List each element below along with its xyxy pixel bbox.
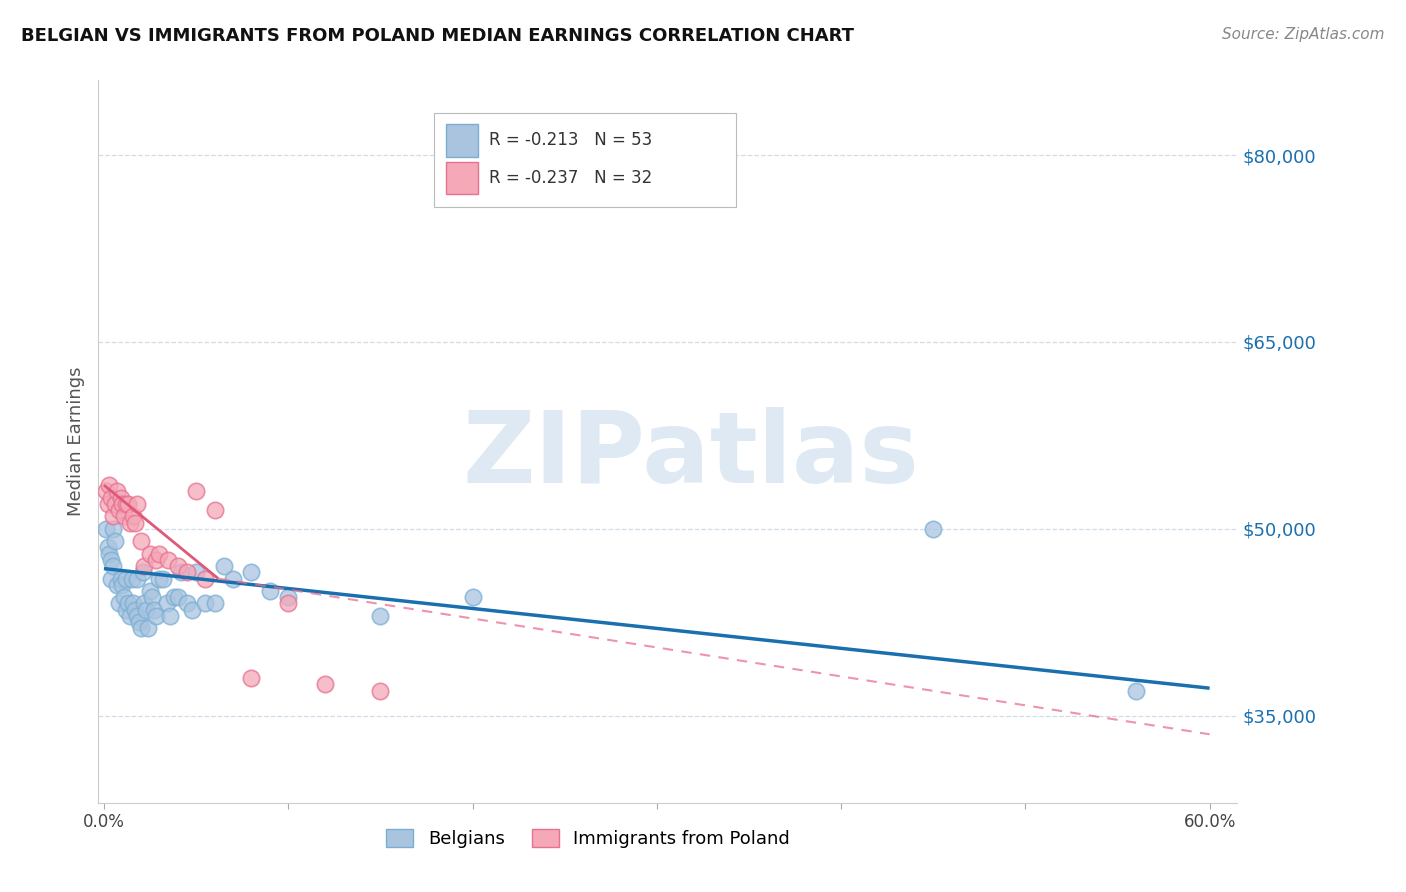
Point	[922, 522, 945, 536]
Point	[115, 497, 138, 511]
Point	[181, 603, 204, 617]
Point	[152, 572, 174, 586]
Point	[115, 572, 138, 586]
Bar	[446, 161, 478, 194]
Point	[204, 597, 226, 611]
Text: R = -0.237   N = 32: R = -0.237 N = 32	[489, 169, 652, 186]
Point	[127, 572, 149, 586]
Point	[145, 609, 167, 624]
Point	[117, 497, 139, 511]
Point	[105, 578, 128, 592]
Legend: Belgians, Immigrants from Poland: Belgians, Immigrants from Poland	[380, 822, 797, 855]
Point	[148, 547, 170, 561]
Point	[122, 509, 145, 524]
Point	[94, 484, 117, 499]
Point	[222, 572, 245, 586]
Point	[104, 497, 127, 511]
Point	[370, 609, 392, 624]
Point	[277, 597, 299, 611]
Point	[124, 516, 146, 530]
Point	[145, 553, 167, 567]
Point	[204, 503, 226, 517]
Point	[176, 566, 198, 580]
Point	[142, 603, 165, 617]
Point	[110, 491, 132, 505]
Text: ZIPatlas: ZIPatlas	[463, 408, 920, 505]
Point	[148, 572, 170, 586]
Point	[124, 603, 146, 617]
Point	[139, 547, 162, 561]
Point	[94, 522, 117, 536]
Point	[134, 559, 156, 574]
Point	[194, 572, 217, 586]
Point	[118, 516, 141, 530]
Point	[131, 566, 153, 580]
Point	[100, 572, 122, 586]
Point	[101, 559, 124, 574]
Point	[111, 578, 134, 592]
Point	[314, 677, 336, 691]
Text: R = -0.213   N = 53: R = -0.213 N = 53	[489, 131, 652, 149]
Point	[157, 553, 180, 567]
Point	[112, 509, 135, 524]
Point	[98, 547, 121, 561]
Point	[136, 621, 159, 635]
Point	[166, 559, 188, 574]
FancyBboxPatch shape	[434, 112, 737, 207]
Point	[155, 597, 177, 611]
Point	[118, 609, 141, 624]
Point	[259, 584, 281, 599]
Point	[107, 597, 129, 611]
Point	[184, 566, 207, 580]
Point	[100, 491, 122, 505]
Point	[170, 566, 193, 580]
Point	[212, 559, 235, 574]
Point	[277, 591, 299, 605]
Point	[370, 683, 392, 698]
Point	[159, 609, 181, 624]
Point	[240, 566, 263, 580]
Point	[107, 503, 129, 517]
Point	[166, 591, 188, 605]
Point	[129, 621, 152, 635]
Y-axis label: Median Earnings: Median Earnings	[66, 367, 84, 516]
Point	[101, 509, 124, 524]
Point	[134, 597, 156, 611]
Point	[104, 534, 127, 549]
Point	[110, 572, 132, 586]
Point	[128, 615, 150, 630]
Point	[141, 591, 163, 605]
Point	[176, 597, 198, 611]
Point	[97, 497, 120, 511]
Point	[117, 597, 139, 611]
Point	[115, 603, 138, 617]
Text: BELGIAN VS IMMIGRANTS FROM POLAND MEDIAN EARNINGS CORRELATION CHART: BELGIAN VS IMMIGRANTS FROM POLAND MEDIAN…	[21, 27, 853, 45]
Point	[121, 572, 143, 586]
Point	[127, 609, 149, 624]
Point	[139, 584, 162, 599]
Point	[98, 478, 121, 492]
Text: Source: ZipAtlas.com: Source: ZipAtlas.com	[1222, 27, 1385, 42]
Point	[122, 597, 145, 611]
Point	[100, 553, 122, 567]
Point	[127, 497, 149, 511]
Point	[105, 484, 128, 499]
Point	[101, 522, 124, 536]
Point	[1125, 683, 1147, 698]
Bar	[446, 124, 478, 156]
Point	[163, 591, 186, 605]
Point	[129, 534, 152, 549]
Point	[240, 671, 263, 685]
Point	[184, 484, 207, 499]
Point	[97, 541, 120, 555]
Point	[112, 591, 135, 605]
Point	[135, 603, 157, 617]
Point	[461, 591, 484, 605]
Point	[111, 497, 134, 511]
Point	[194, 597, 217, 611]
